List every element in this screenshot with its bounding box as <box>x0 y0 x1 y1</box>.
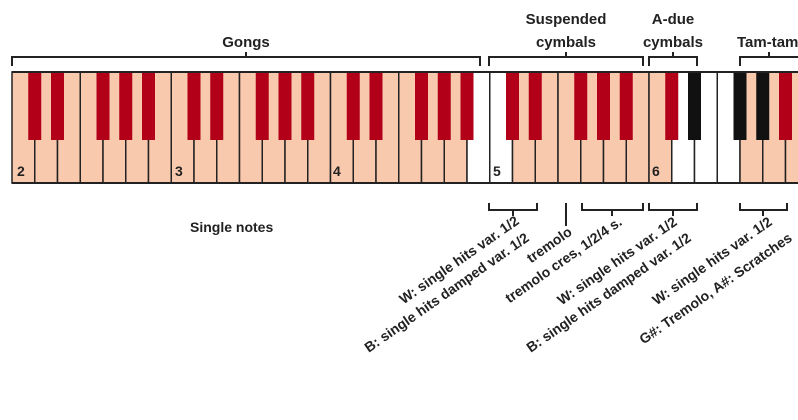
single-notes-label: Single notes <box>190 219 273 235</box>
black-key <box>597 72 610 140</box>
adue-label-line2: cymbals <box>643 34 703 51</box>
black-key <box>756 72 770 140</box>
black-key <box>119 72 133 140</box>
octave-label-2: 2 <box>17 163 25 179</box>
black-key <box>96 72 110 140</box>
gong5-bracket <box>488 203 538 216</box>
octave-label-3: 3 <box>175 163 183 179</box>
suspended-label-line2: cymbals <box>536 34 596 51</box>
black-key <box>142 72 155 140</box>
black-key <box>528 72 542 140</box>
gongs-label: Gongs <box>222 34 270 51</box>
black-key <box>437 72 451 140</box>
tamtam-bracket <box>739 52 798 66</box>
black-key <box>779 72 792 140</box>
black-key <box>415 72 428 140</box>
suspended-cymbals-bracket <box>488 52 644 66</box>
black-key <box>619 72 633 140</box>
tamtam-label: Tam-tam <box>737 34 798 51</box>
gongs-bracket <box>11 52 481 66</box>
adue-label-line1: A-due <box>652 11 695 28</box>
black-key <box>665 72 679 140</box>
black-key <box>255 72 269 140</box>
tremolo-cres-bracket <box>581 203 644 216</box>
black-key <box>506 72 519 140</box>
adue-cymbals-bracket <box>648 52 698 66</box>
black-key <box>688 72 701 140</box>
black-key <box>301 72 315 140</box>
black-key <box>346 72 360 140</box>
black-keys <box>28 72 792 140</box>
black-key <box>574 72 588 140</box>
octave-label-4: 4 <box>333 163 341 179</box>
black-key <box>187 72 201 140</box>
tamtam-bottom-bracket <box>739 203 788 216</box>
black-key <box>51 72 64 140</box>
black-key <box>460 72 474 140</box>
octave-label-5: 5 <box>493 163 501 179</box>
black-key <box>210 72 224 140</box>
adue-bottom-bracket <box>648 203 698 216</box>
black-key <box>369 72 383 140</box>
black-key <box>278 72 292 140</box>
black-key <box>733 72 747 140</box>
black-key <box>28 72 42 140</box>
octave-label-6: 6 <box>652 163 660 179</box>
suspended-label-line1: Suspended <box>526 11 607 28</box>
